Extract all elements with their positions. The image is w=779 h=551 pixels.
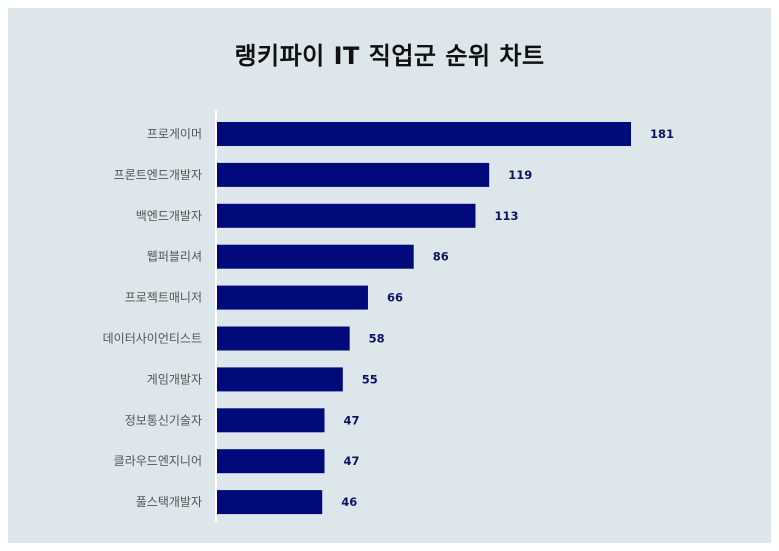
value-label: 55 — [362, 372, 378, 386]
value-label: 47 — [344, 454, 360, 468]
value-label: 119 — [508, 168, 532, 182]
category-label: 프로게이머 — [147, 127, 202, 141]
category-label: 데이터사이언티스트 — [103, 332, 202, 346]
value-label: 113 — [494, 209, 518, 223]
bar-4 — [217, 244, 414, 269]
bar-7 — [217, 367, 343, 392]
category-label: 게임개발자 — [147, 372, 202, 386]
value-label: 86 — [433, 250, 449, 264]
value-label: 46 — [341, 495, 357, 509]
category-label: 풀스택개발자 — [136, 495, 202, 509]
bar-9 — [217, 449, 325, 474]
bar-8 — [217, 408, 325, 433]
chart-title: 랭키파이 IT 직업군 순위 차트 — [234, 42, 545, 70]
value-label: 66 — [387, 291, 403, 305]
value-label: 47 — [344, 413, 360, 427]
value-label: 58 — [369, 332, 385, 346]
bar-1 — [217, 122, 631, 146]
category-label: 백엔드개발자 — [136, 209, 202, 223]
category-label: 웹퍼블리셔 — [147, 250, 202, 264]
category-label: 정보통신기술자 — [125, 413, 202, 427]
category-label: 프론트엔드개발자 — [114, 168, 202, 182]
bar-2 — [217, 162, 490, 187]
bar-10 — [217, 490, 323, 515]
chart-background — [8, 8, 771, 543]
bar-5 — [217, 285, 368, 310]
category-label: 프로젝트매니저 — [125, 291, 202, 305]
bar-6 — [217, 326, 350, 351]
category-label: 클라우드엔지니어 — [114, 454, 202, 468]
bar-3 — [217, 203, 476, 228]
value-label: 181 — [650, 127, 674, 141]
